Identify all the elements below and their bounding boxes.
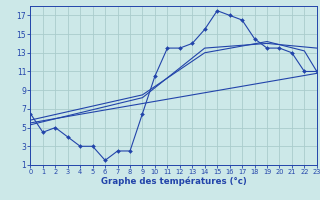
X-axis label: Graphe des températures (°c): Graphe des températures (°c) — [101, 177, 246, 186]
